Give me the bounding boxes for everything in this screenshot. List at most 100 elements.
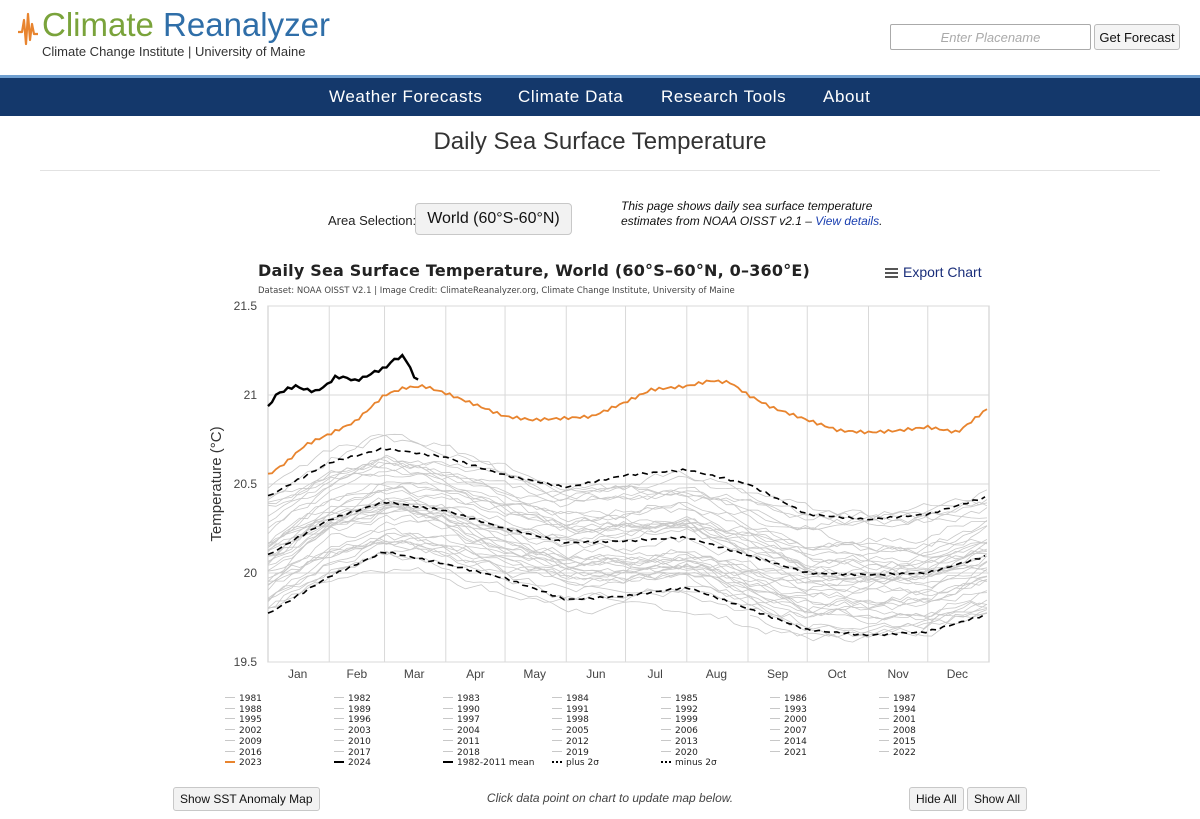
legend-swatch <box>552 697 562 698</box>
legend-item[interactable]: 1988 <box>225 705 262 715</box>
legend-swatch <box>443 707 453 709</box>
legend-item[interactable]: 1990 <box>443 705 480 715</box>
legend-label: 1981 <box>239 694 262 704</box>
legend-item[interactable]: 1995 <box>225 715 262 725</box>
legend-swatch <box>552 750 562 752</box>
x-tick-label: Nov <box>887 667 908 681</box>
legend-item[interactable]: 1981 <box>225 694 262 704</box>
waveform-icon[interactable] <box>16 6 40 50</box>
series-line-1998 <box>267 490 988 571</box>
legend-label: 1994 <box>893 704 916 715</box>
legend-item[interactable]: minus 2σ <box>661 758 717 768</box>
legend-swatch <box>770 697 780 698</box>
legend-swatch <box>770 750 780 752</box>
series-line-minus-2- <box>267 551 986 637</box>
legend-item[interactable]: 2014 <box>770 737 807 747</box>
legend-item[interactable]: 1991 <box>552 705 589 715</box>
legend-item[interactable]: 2018 <box>443 748 480 758</box>
chart-legend: 1981 1982 1983 1984 1985 1986 1987 1988 1989 1990… <box>225 694 995 772</box>
legend-item[interactable]: 2023 <box>225 758 262 768</box>
legend-item[interactable]: 2022 <box>879 748 916 758</box>
legend-item[interactable]: 2009 <box>225 737 262 747</box>
legend-swatch <box>225 750 235 752</box>
nav-item-climate-data[interactable]: Climate Data <box>518 87 624 106</box>
legend-item[interactable]: 2012 <box>552 737 589 747</box>
legend-item[interactable]: 2017 <box>334 748 371 758</box>
legend-swatch <box>334 697 344 698</box>
legend-item[interactable]: 2016 <box>225 748 262 758</box>
get-forecast-button[interactable]: Get Forecast <box>1094 24 1180 50</box>
nav-item-weather-forecasts[interactable]: Weather Forecasts <box>329 87 483 106</box>
legend-item[interactable]: 2013 <box>661 737 698 747</box>
show-sst-anomaly-map-button[interactable]: Show SST Anomaly Map <box>173 787 320 811</box>
legend-item[interactable]: 1997 <box>443 715 480 725</box>
legend-label: 1985 <box>675 694 698 704</box>
site-logo[interactable]: Climate Reanalyzer <box>42 6 330 44</box>
legend-item[interactable]: 2001 <box>879 715 916 725</box>
legend-item[interactable]: 2002 <box>225 726 262 736</box>
legend-item[interactable]: 2021 <box>770 748 807 758</box>
x-tick-label: Jul <box>647 667 662 681</box>
legend-item[interactable]: 1992 <box>661 705 698 715</box>
legend-item[interactable]: plus 2σ <box>552 758 599 768</box>
nav-item-about[interactable]: About <box>823 87 871 106</box>
nav-item-research-tools[interactable]: Research Tools <box>661 87 787 106</box>
legend-item[interactable]: 1983 <box>443 694 480 704</box>
legend-item[interactable]: 1989 <box>334 705 371 715</box>
series-line-2014 <box>267 462 988 549</box>
legend-item[interactable]: 2010 <box>334 737 371 747</box>
legend-item[interactable]: 1982-2011 mean <box>443 758 534 768</box>
logo-word-reanalyzer: Reanalyzer <box>163 6 330 43</box>
legend-item[interactable]: 2020 <box>661 748 698 758</box>
legend-item[interactable]: 2011 <box>443 737 480 747</box>
intro-period: . <box>879 214 883 228</box>
legend-item[interactable]: 2024 <box>334 758 371 768</box>
legend-item[interactable]: 2004 <box>443 726 480 736</box>
legend-label: 2004 <box>457 726 480 737</box>
legend-item[interactable]: 1998 <box>552 715 589 725</box>
legend-item[interactable]: 1999 <box>661 715 698 725</box>
legend-item[interactable]: 1984 <box>552 694 589 704</box>
legend-swatch <box>225 760 235 763</box>
legend-item[interactable]: 2005 <box>552 726 589 736</box>
area-selection-dropdown[interactable]: World (60°S-60°N) <box>415 203 572 235</box>
legend-item[interactable]: 1996 <box>334 715 371 725</box>
series-line-1995 <box>267 506 988 593</box>
series-line-2022 <box>267 460 988 523</box>
legend-item[interactable]: 2000 <box>770 715 807 725</box>
y-tick-label: 21.5 <box>234 299 258 313</box>
legend-item[interactable]: 1993 <box>770 705 807 715</box>
legend-item[interactable]: 1987 <box>879 694 916 704</box>
legend-swatch <box>443 750 453 752</box>
series-line-1996 <box>267 527 988 593</box>
legend-label: 1984 <box>566 694 589 704</box>
x-tick-label: Oct <box>828 667 847 681</box>
legend-item[interactable]: 1986 <box>770 694 807 704</box>
legend-label: 2008 <box>893 726 916 737</box>
series-line-2019 <box>267 434 988 531</box>
legend-item[interactable]: 2008 <box>879 726 916 736</box>
legend-label: 1996 <box>348 715 371 726</box>
export-chart-button[interactable]: Export Chart <box>885 264 982 280</box>
legend-item[interactable]: 2006 <box>661 726 698 736</box>
legend-item[interactable]: 2003 <box>334 726 371 736</box>
menu-icon <box>885 266 898 280</box>
legend-item[interactable]: 1985 <box>661 694 698 704</box>
legend-swatch <box>770 707 780 709</box>
y-tick-label: 20 <box>244 566 258 580</box>
legend-label: 2016 <box>239 747 262 758</box>
hide-all-button[interactable]: Hide All <box>909 787 964 811</box>
legend-item[interactable]: 2019 <box>552 748 589 758</box>
legend-label: 2014 <box>784 736 807 747</box>
legend-item[interactable]: 1994 <box>879 705 916 715</box>
legend-item[interactable]: 1982 <box>334 694 371 704</box>
legend-item[interactable]: 2015 <box>879 737 916 747</box>
legend-label: 2010 <box>348 736 371 747</box>
view-details-link[interactable]: View details <box>815 214 880 228</box>
placename-search-input[interactable] <box>890 24 1091 50</box>
page-title: Daily Sea Surface Temperature <box>433 128 767 155</box>
legend-swatch <box>770 718 780 720</box>
show-all-button[interactable]: Show All <box>967 787 1028 811</box>
legend-item[interactable]: 2007 <box>770 726 807 736</box>
